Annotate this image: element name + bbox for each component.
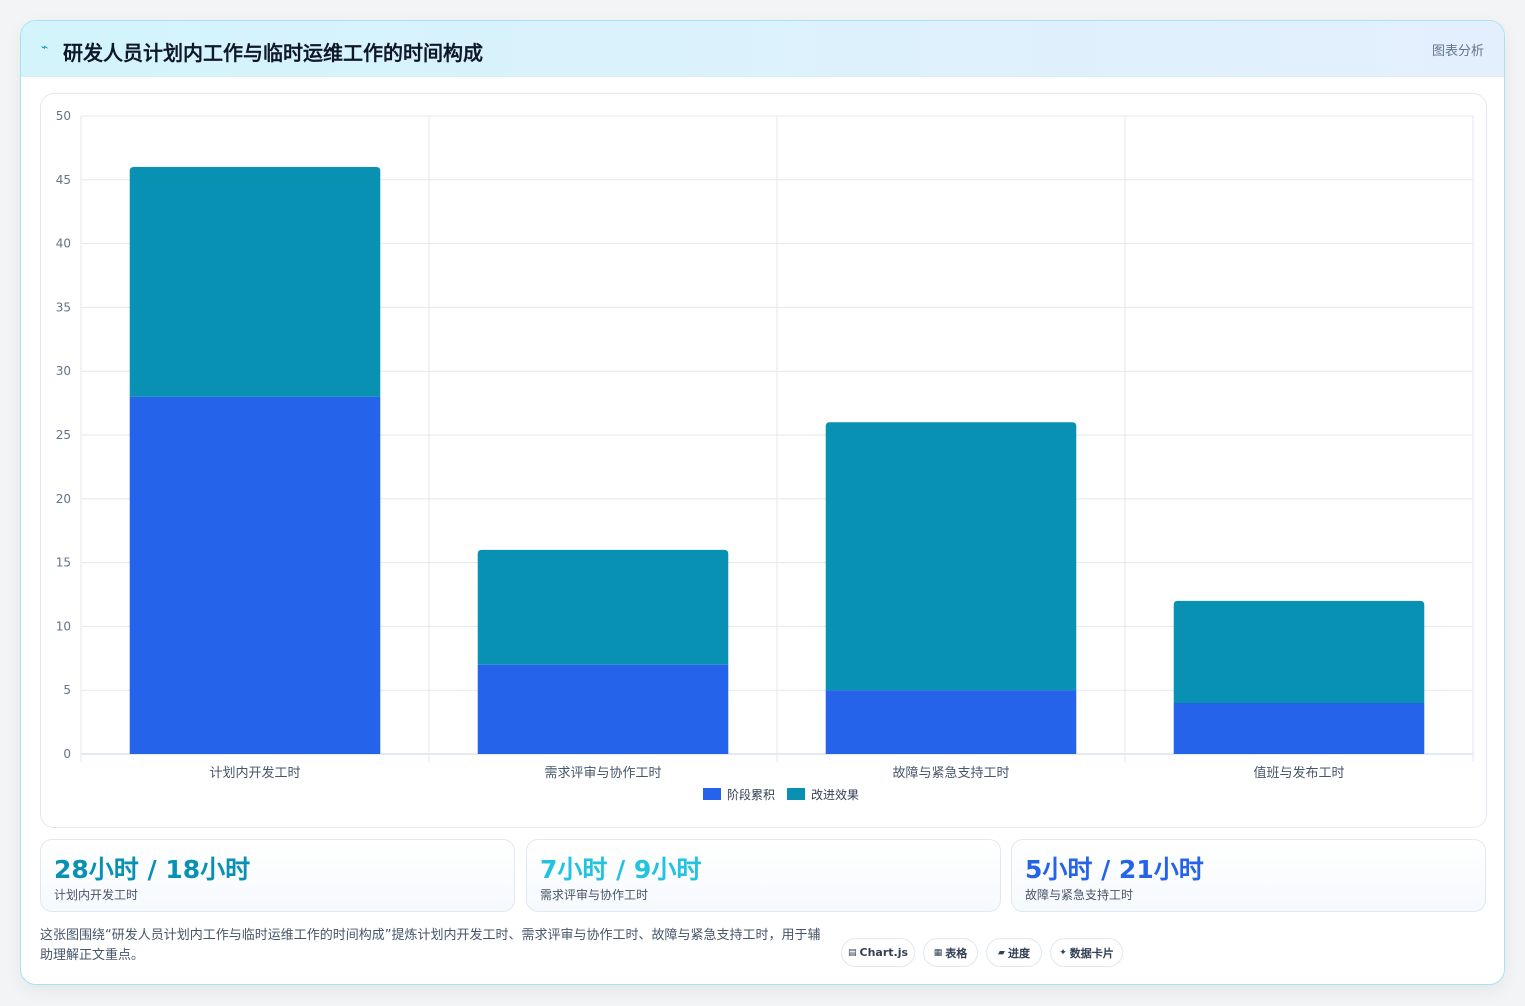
x-tick-label: 故障与紧急支持工时 [892,766,1009,781]
pill-table[interactable]: ▦ 表格 [923,938,978,967]
pill-label: 数据卡片 [1069,946,1114,960]
y-tick-label: 10 [56,619,71,633]
y-tick-label: 35 [56,300,71,314]
card-header: ⌁ 研发人员计划内工作与临时运维工作的时间构成 图表分析 [21,21,1504,77]
progress-icon: ▰ [998,947,1005,958]
table-icon: ▦ [933,947,943,958]
bar-segment [1173,702,1425,754]
bar-chart: 0 5 10 15 20 25 30 35 40 45 50 计划内开发工时 需求评审与协作工时 故障与紧… [56,109,1474,802]
bar-segment [129,396,381,754]
legend-label: 阶段累积 [727,787,775,802]
pill-label: 表格 [945,946,968,960]
stat-label: 计划内开发工时 [54,888,139,902]
y-tick-label: 25 [56,428,71,442]
stat-label: 需求评审与协作工时 [540,888,649,902]
stat-card-3: 5小时 / 21小时 故障与紧急支持工时 [1011,839,1486,912]
pulse-icon: ⌁ [41,40,49,54]
y-tick-label: 20 [56,492,71,506]
y-tick-label: 15 [56,556,71,570]
bar-segment [1173,600,1425,703]
stat-card-1: 28小时 / 18小时 计划内开发工时 [40,839,515,912]
stat-value: 7小时 / 9小时 [540,855,702,884]
bar-segment [825,690,1077,754]
bar-segment [129,167,381,397]
chart-panel: 0 5 10 15 20 25 30 35 40 45 50 计划内开发工时 需求评审与协作工时 故障与紧… [40,93,1487,828]
pill-data-card[interactable]: ✦ 数据卡片 [1050,938,1123,967]
y-tick-label: 0 [63,747,71,761]
x-tick-label: 值班与发布工时 [1253,765,1344,781]
y-tick-label: 50 [56,109,71,123]
stat-label: 故障与紧急支持工时 [1025,888,1134,902]
pill-progress[interactable]: ▰ 进度 [986,938,1042,967]
stat-value: 28小时 / 18小时 [54,855,251,884]
y-tick-label: 30 [56,364,71,378]
sparkle-icon: ✦ [1059,947,1067,958]
chart-card: ⌁ 研发人员计划内工作与临时运维工作的时间构成 图表分析 0 5 10 15 20 25 3… [20,20,1505,985]
legend-label: 改进效果 [811,787,859,802]
pill-label: Chart.js [859,946,909,959]
pill-chartjs[interactable]: ▤ Chart.js [841,938,915,967]
y-tick-label: 45 [56,173,71,187]
bar-segment [477,549,729,665]
page-title: 研发人员计划内工作与临时运维工作的时间构成 [63,41,483,65]
x-tick-label: 计划内开发工时 [209,765,300,781]
y-tick-label: 40 [56,237,71,251]
y-tick-label: 5 [63,683,71,697]
x-tick-label: 需求评审与协作工时 [544,766,661,781]
bar-segment [477,664,729,754]
header-tag: 图表分析 [1431,44,1484,59]
legend-swatch [787,788,805,800]
stat-card-2: 7小时 / 9小时 需求评审与协作工时 [526,839,1001,912]
legend-swatch [703,788,721,800]
bar-segment [825,422,1077,691]
chart-icon: ▤ [847,947,857,958]
stat-value: 5小时 / 21小时 [1025,855,1204,884]
footer-description: 这张图围绕“研发人员计划内工作与临时运维工作的时间构成”提炼计划内开发工时、需求… [40,928,821,963]
pill-label: 进度 [1007,946,1030,960]
